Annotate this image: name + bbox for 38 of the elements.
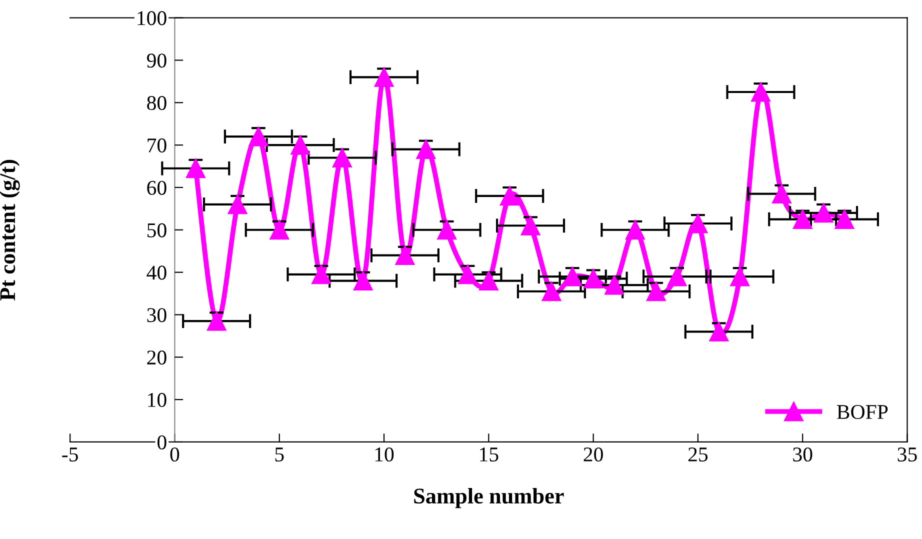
point bbox=[751, 82, 770, 102]
x-tick-label: 10 bbox=[375, 447, 394, 462]
y-tick-label: 80 bbox=[147, 96, 166, 110]
point bbox=[625, 220, 645, 240]
point bbox=[186, 158, 206, 178]
point bbox=[792, 210, 812, 229]
point bbox=[416, 140, 436, 160]
y-tick-label: 30 bbox=[147, 308, 166, 322]
point bbox=[458, 264, 478, 284]
y-tick-label: 90 bbox=[146, 54, 166, 68]
point bbox=[834, 210, 854, 229]
x-tick-label: 0 bbox=[170, 447, 180, 462]
point bbox=[270, 220, 290, 240]
y-tick-label: 0 bbox=[158, 435, 166, 450]
x-tick-label: -5 bbox=[62, 448, 78, 462]
x-axis-title: Sample number bbox=[414, 488, 564, 508]
y-tick-label: 40 bbox=[146, 266, 166, 280]
x-tick-label: 20 bbox=[584, 447, 603, 462]
y-axis-title: Pt content (g/t) bbox=[0, 160, 20, 300]
x-tick-label: 5 bbox=[275, 448, 284, 462]
y-tick-label: 20 bbox=[147, 350, 166, 365]
point bbox=[437, 220, 457, 240]
point bbox=[478, 271, 498, 291]
y-tick-label: 10 bbox=[148, 392, 166, 407]
point bbox=[312, 264, 331, 284]
legend-label: BOFP bbox=[836, 405, 888, 419]
x-tick-label: 15 bbox=[480, 448, 498, 462]
point bbox=[395, 246, 415, 266]
y-tick-label: 100 bbox=[138, 11, 166, 26]
x-tick-label: 25 bbox=[688, 448, 708, 462]
x-tick-label: 30 bbox=[793, 447, 812, 462]
x-tick-label: 35 bbox=[898, 448, 917, 462]
y-tick-label: 70 bbox=[148, 138, 166, 152]
point bbox=[228, 194, 248, 214]
point bbox=[500, 186, 520, 206]
y-tick-label: 60 bbox=[147, 180, 166, 195]
y-tick-label: 50 bbox=[148, 223, 166, 238]
point bbox=[772, 184, 792, 204]
